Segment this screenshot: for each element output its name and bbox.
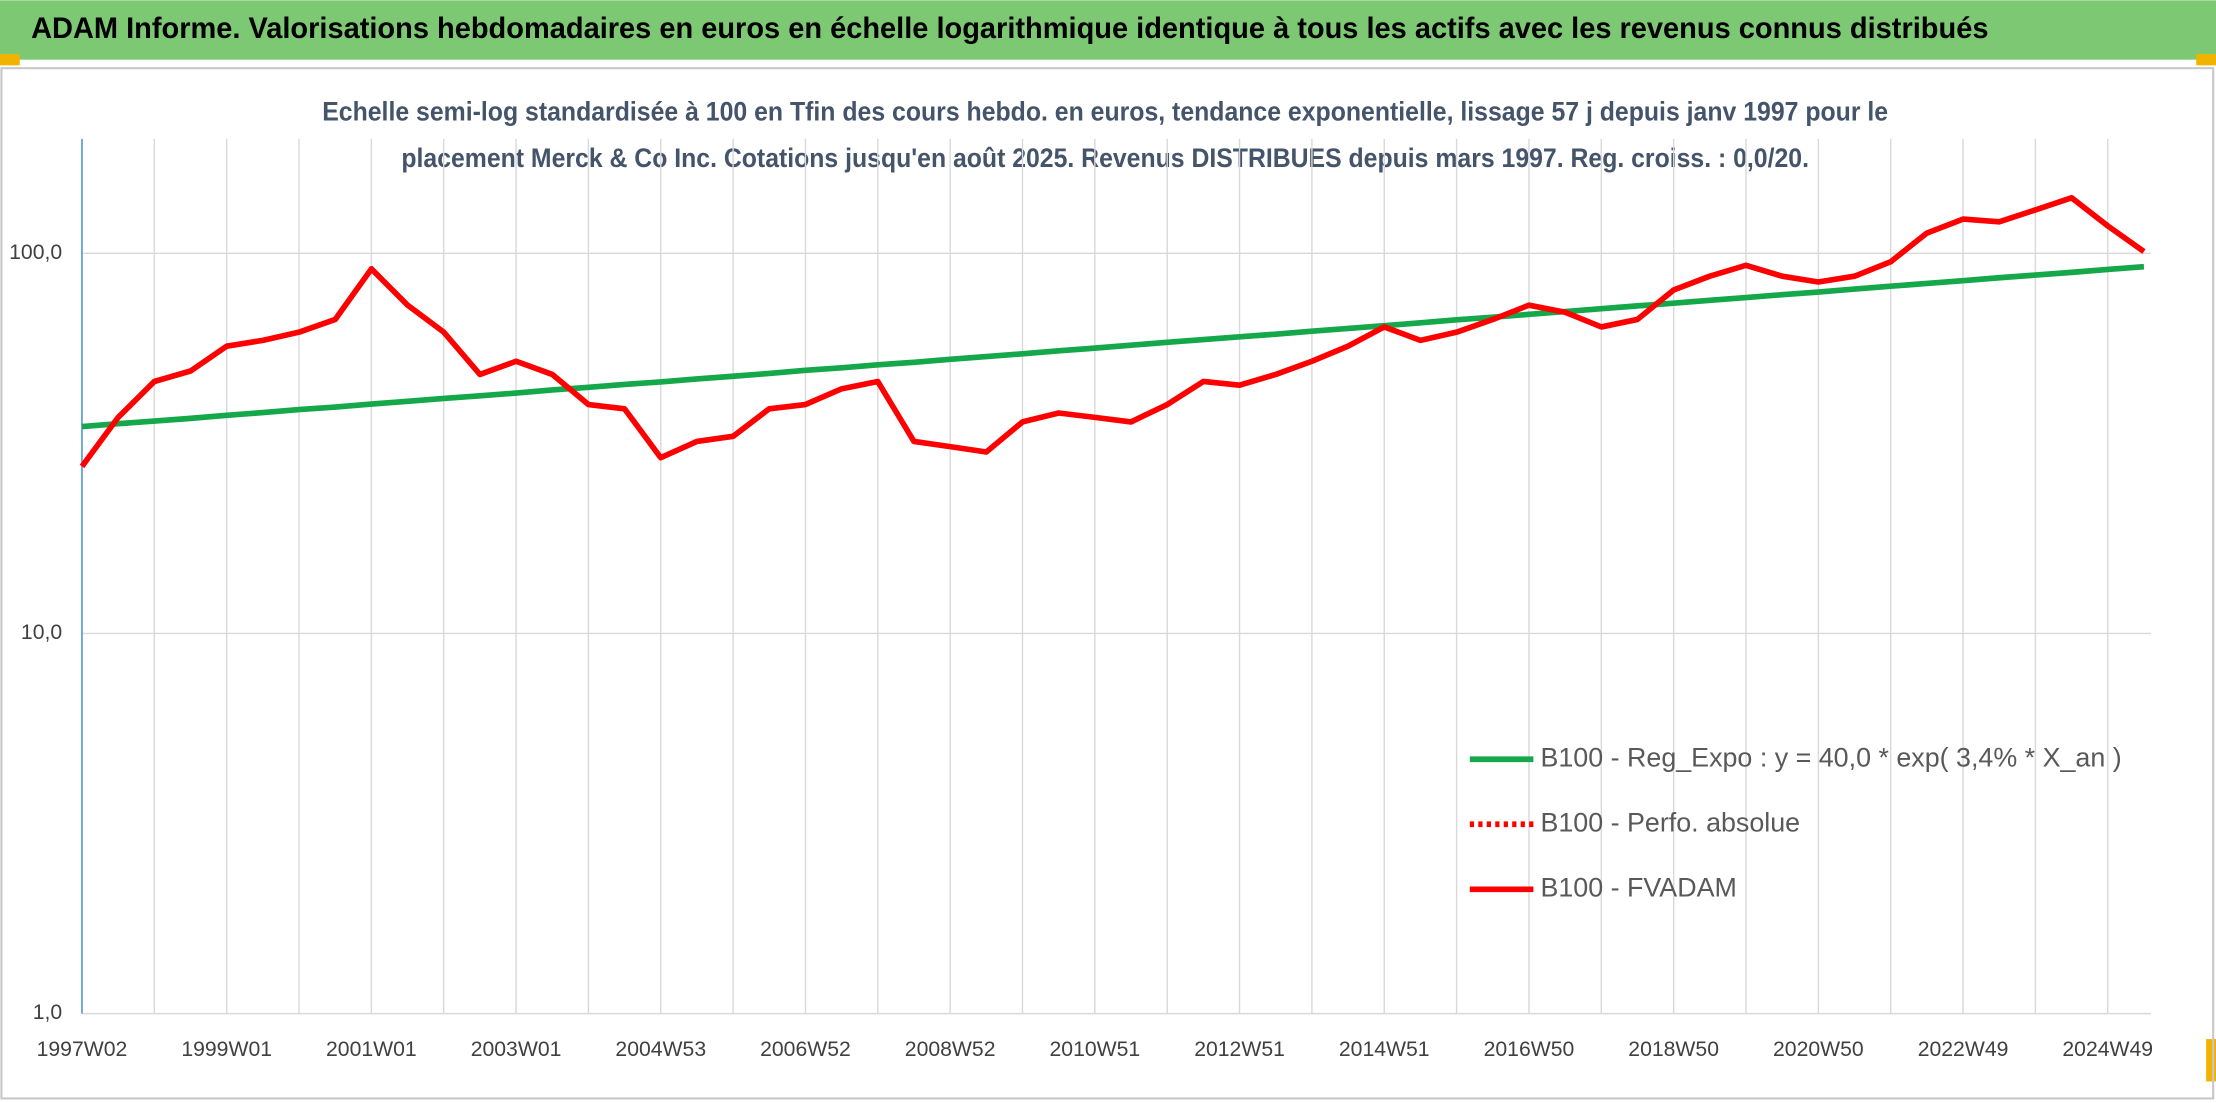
chart-subtitle: Echelle semi-log standardisée à 100 en T… <box>322 96 1888 126</box>
corner <box>2206 1039 2216 1082</box>
legend-label: B100 - FVADAM <box>1540 872 1736 902</box>
chart-subtitle: placement Merck & Co Inc. Cotations jusq… <box>401 143 1809 173</box>
x-tick-label: 2016W50 <box>1484 1038 1575 1061</box>
x-tick-label: 2022W49 <box>1918 1038 2009 1061</box>
x-tick-label: 2001W01 <box>326 1038 417 1061</box>
grid: 1,0 10,0 100,0 1997W02 1999W01 2001W01 2003W01… <box>9 138 2153 1061</box>
y-tick-label: 10,0 <box>21 621 62 644</box>
x-tick-label: 2020W50 <box>1773 1038 1864 1061</box>
header-band <box>0 0 2216 60</box>
x-tick-label: 2004W53 <box>615 1038 706 1061</box>
x-tick-label: 1997W02 <box>37 1038 128 1061</box>
x-tick-label: 2024W49 <box>2062 1038 2153 1061</box>
plot-area <box>79 194 2146 469</box>
x-tick-label: 2008W52 <box>905 1038 996 1061</box>
corner <box>0 54 20 66</box>
series-line <box>81 263 2145 430</box>
x-tick-label: 2018W50 <box>1628 1038 1719 1061</box>
legend-label: B100 - Reg_Expo : y = 40,0 * exp( 3,4% *… <box>1540 742 2121 772</box>
x-tick-label: 2003W01 <box>471 1038 562 1061</box>
corner <box>2196 54 2216 66</box>
header-title: ADAM Informe. Valorisations hebdomadaire… <box>31 12 1988 45</box>
legend: B100 - Reg_Expo : y = 40,0 * exp( 3,4% *… <box>1469 742 2122 902</box>
y-tick-label: 1,0 <box>33 1001 62 1024</box>
chart-border <box>0 67 2215 1100</box>
x-tick-label: 2014W51 <box>1339 1038 1430 1061</box>
legend-label: B100 - Perfo. absolue <box>1540 807 1800 837</box>
x-tick-label: 1999W01 <box>181 1038 272 1061</box>
x-tick-label: 2006W52 <box>760 1038 851 1061</box>
x-tick-label: 2010W51 <box>1050 1038 1141 1061</box>
y-tick-label: 100,0 <box>9 241 62 264</box>
series-line <box>79 194 2146 469</box>
x-tick-label: 2012W51 <box>1194 1038 1285 1061</box>
